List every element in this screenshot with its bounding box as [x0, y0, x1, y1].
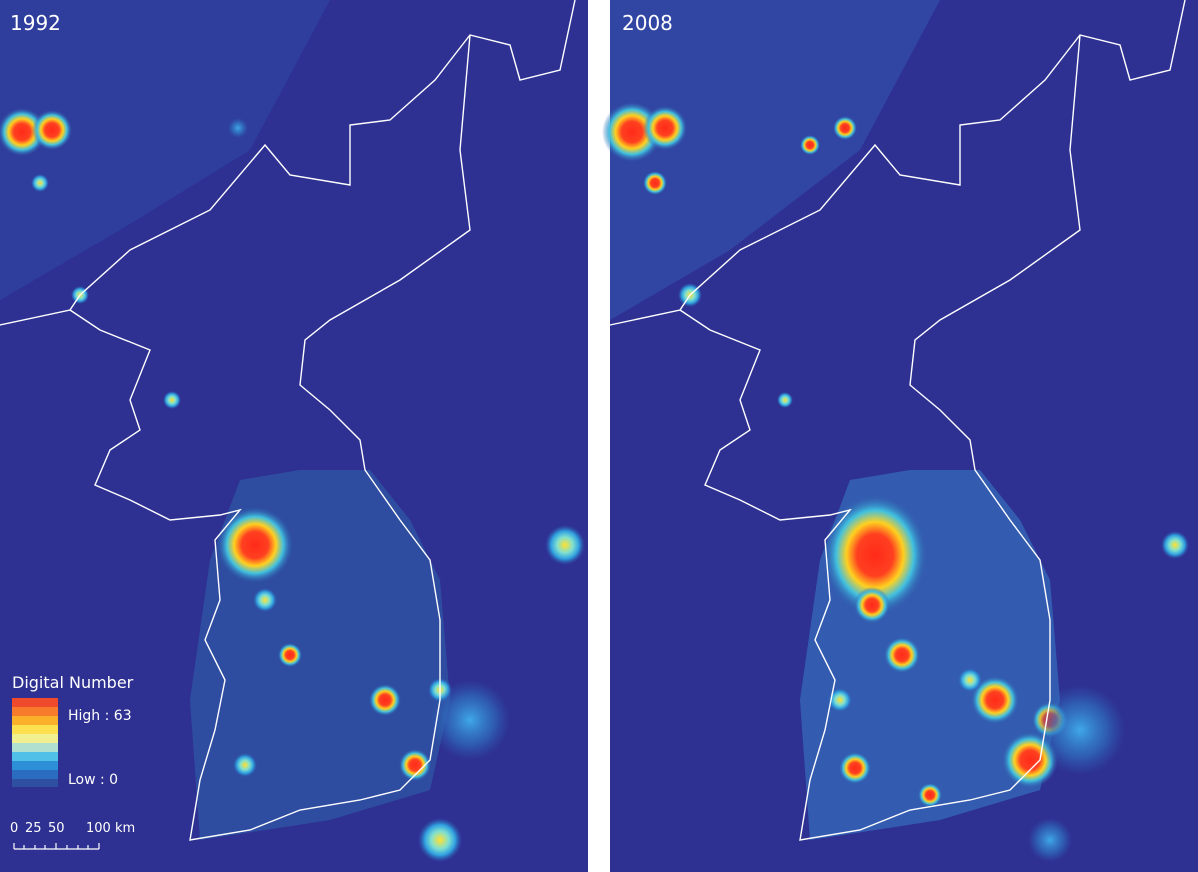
- city-light: [823, 495, 927, 615]
- city-light: [884, 637, 920, 673]
- legend-ramp: [12, 698, 58, 787]
- city-light: [217, 507, 293, 583]
- city-light: [163, 391, 181, 409]
- city-light: [833, 116, 857, 140]
- ramp-step: [12, 725, 58, 734]
- scale-label: 50: [48, 821, 65, 836]
- city-light: [777, 392, 793, 408]
- city-light: [854, 587, 890, 623]
- panel-label: 1992: [10, 11, 61, 35]
- city-light: [1028, 818, 1072, 862]
- city-light: [643, 171, 667, 195]
- city-light: [643, 106, 687, 150]
- city-light: [0, 108, 46, 156]
- legend: Digital Number High : 63 Low : 0: [12, 673, 134, 788]
- ramp-step: [12, 743, 58, 752]
- ramp-step: [12, 734, 58, 743]
- scale-label: 100 km: [86, 821, 135, 836]
- city-light: [278, 643, 302, 667]
- legend-title: Digital Number: [12, 673, 134, 692]
- city-light: [253, 588, 277, 612]
- city-light: [958, 668, 982, 692]
- city-light: [31, 174, 49, 192]
- night-lights: [0, 0, 585, 862]
- city-light: [545, 525, 585, 565]
- city-light: [828, 688, 852, 712]
- scale-label: 0: [10, 821, 18, 836]
- city-light: [233, 753, 257, 777]
- ramp-step: [12, 779, 58, 787]
- city-light: [399, 749, 431, 781]
- city-light: [32, 110, 72, 150]
- city-light: [839, 752, 871, 784]
- city-light: [1161, 531, 1189, 559]
- ramp-step: [12, 761, 58, 770]
- city-light: [1035, 685, 1125, 775]
- city-light: [971, 676, 1019, 724]
- ramp-step: [12, 707, 58, 716]
- scale-ticks: [13, 843, 100, 850]
- night-lights: [602, 0, 1189, 862]
- city-light: [430, 680, 510, 760]
- scale-label: 25: [25, 821, 42, 836]
- city-light: [800, 135, 820, 155]
- land-glow: [610, 0, 940, 320]
- city-light: [369, 684, 401, 716]
- legend-low: Low : 0: [68, 772, 118, 788]
- legend-high: High : 63: [68, 708, 132, 724]
- ramp-step: [12, 716, 58, 725]
- land-glow: [0, 0, 330, 300]
- ramp-step: [12, 752, 58, 761]
- scale-bar: 0 25 50 100 km: [10, 821, 135, 850]
- panel-label: 2008: [622, 11, 673, 35]
- ramp-step: [12, 698, 58, 707]
- ramp-step: [12, 770, 58, 779]
- city-light: [418, 818, 462, 862]
- city-light: [918, 783, 942, 807]
- city-light: [228, 118, 248, 138]
